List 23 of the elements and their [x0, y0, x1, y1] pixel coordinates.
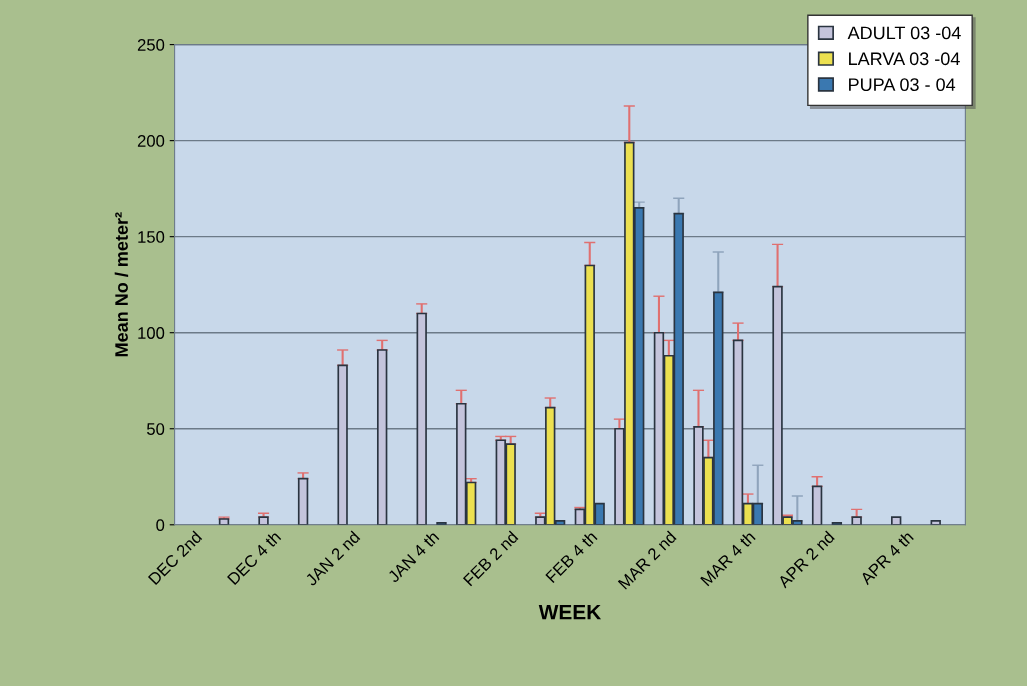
- bar: [218, 518, 230, 525]
- y-tick-label: 50: [147, 423, 165, 435]
- legend-label: PUPA 03 - 04: [849, 78, 956, 92]
- bar: [891, 516, 902, 525]
- x-tick-label: JAN 4 th: [386, 530, 440, 584]
- bar: [416, 312, 427, 525]
- legend-label: ADULT 03 -04: [847, 26, 961, 40]
- y-tick-label: 200: [137, 135, 165, 147]
- y-tick-label: 150: [138, 231, 165, 243]
- legend-label: LARVA 03 -04: [849, 52, 960, 66]
- x-tick-label: FEB 4 th: [544, 530, 598, 584]
- y-tick-label: 0: [156, 519, 165, 531]
- bar: [297, 477, 309, 525]
- bar: [811, 485, 823, 525]
- y-axis-title: Mean No / meter²: [114, 212, 129, 357]
- y-tick-label: 100: [138, 327, 165, 339]
- bar: [851, 516, 862, 525]
- y-tick-label: 250: [137, 38, 165, 51]
- bar: [258, 516, 269, 525]
- x-tick-label: FEB 2 nd: [462, 530, 519, 587]
- bar: [376, 349, 388, 525]
- bar: [337, 364, 348, 525]
- x-axis-title: WEEK: [538, 604, 602, 620]
